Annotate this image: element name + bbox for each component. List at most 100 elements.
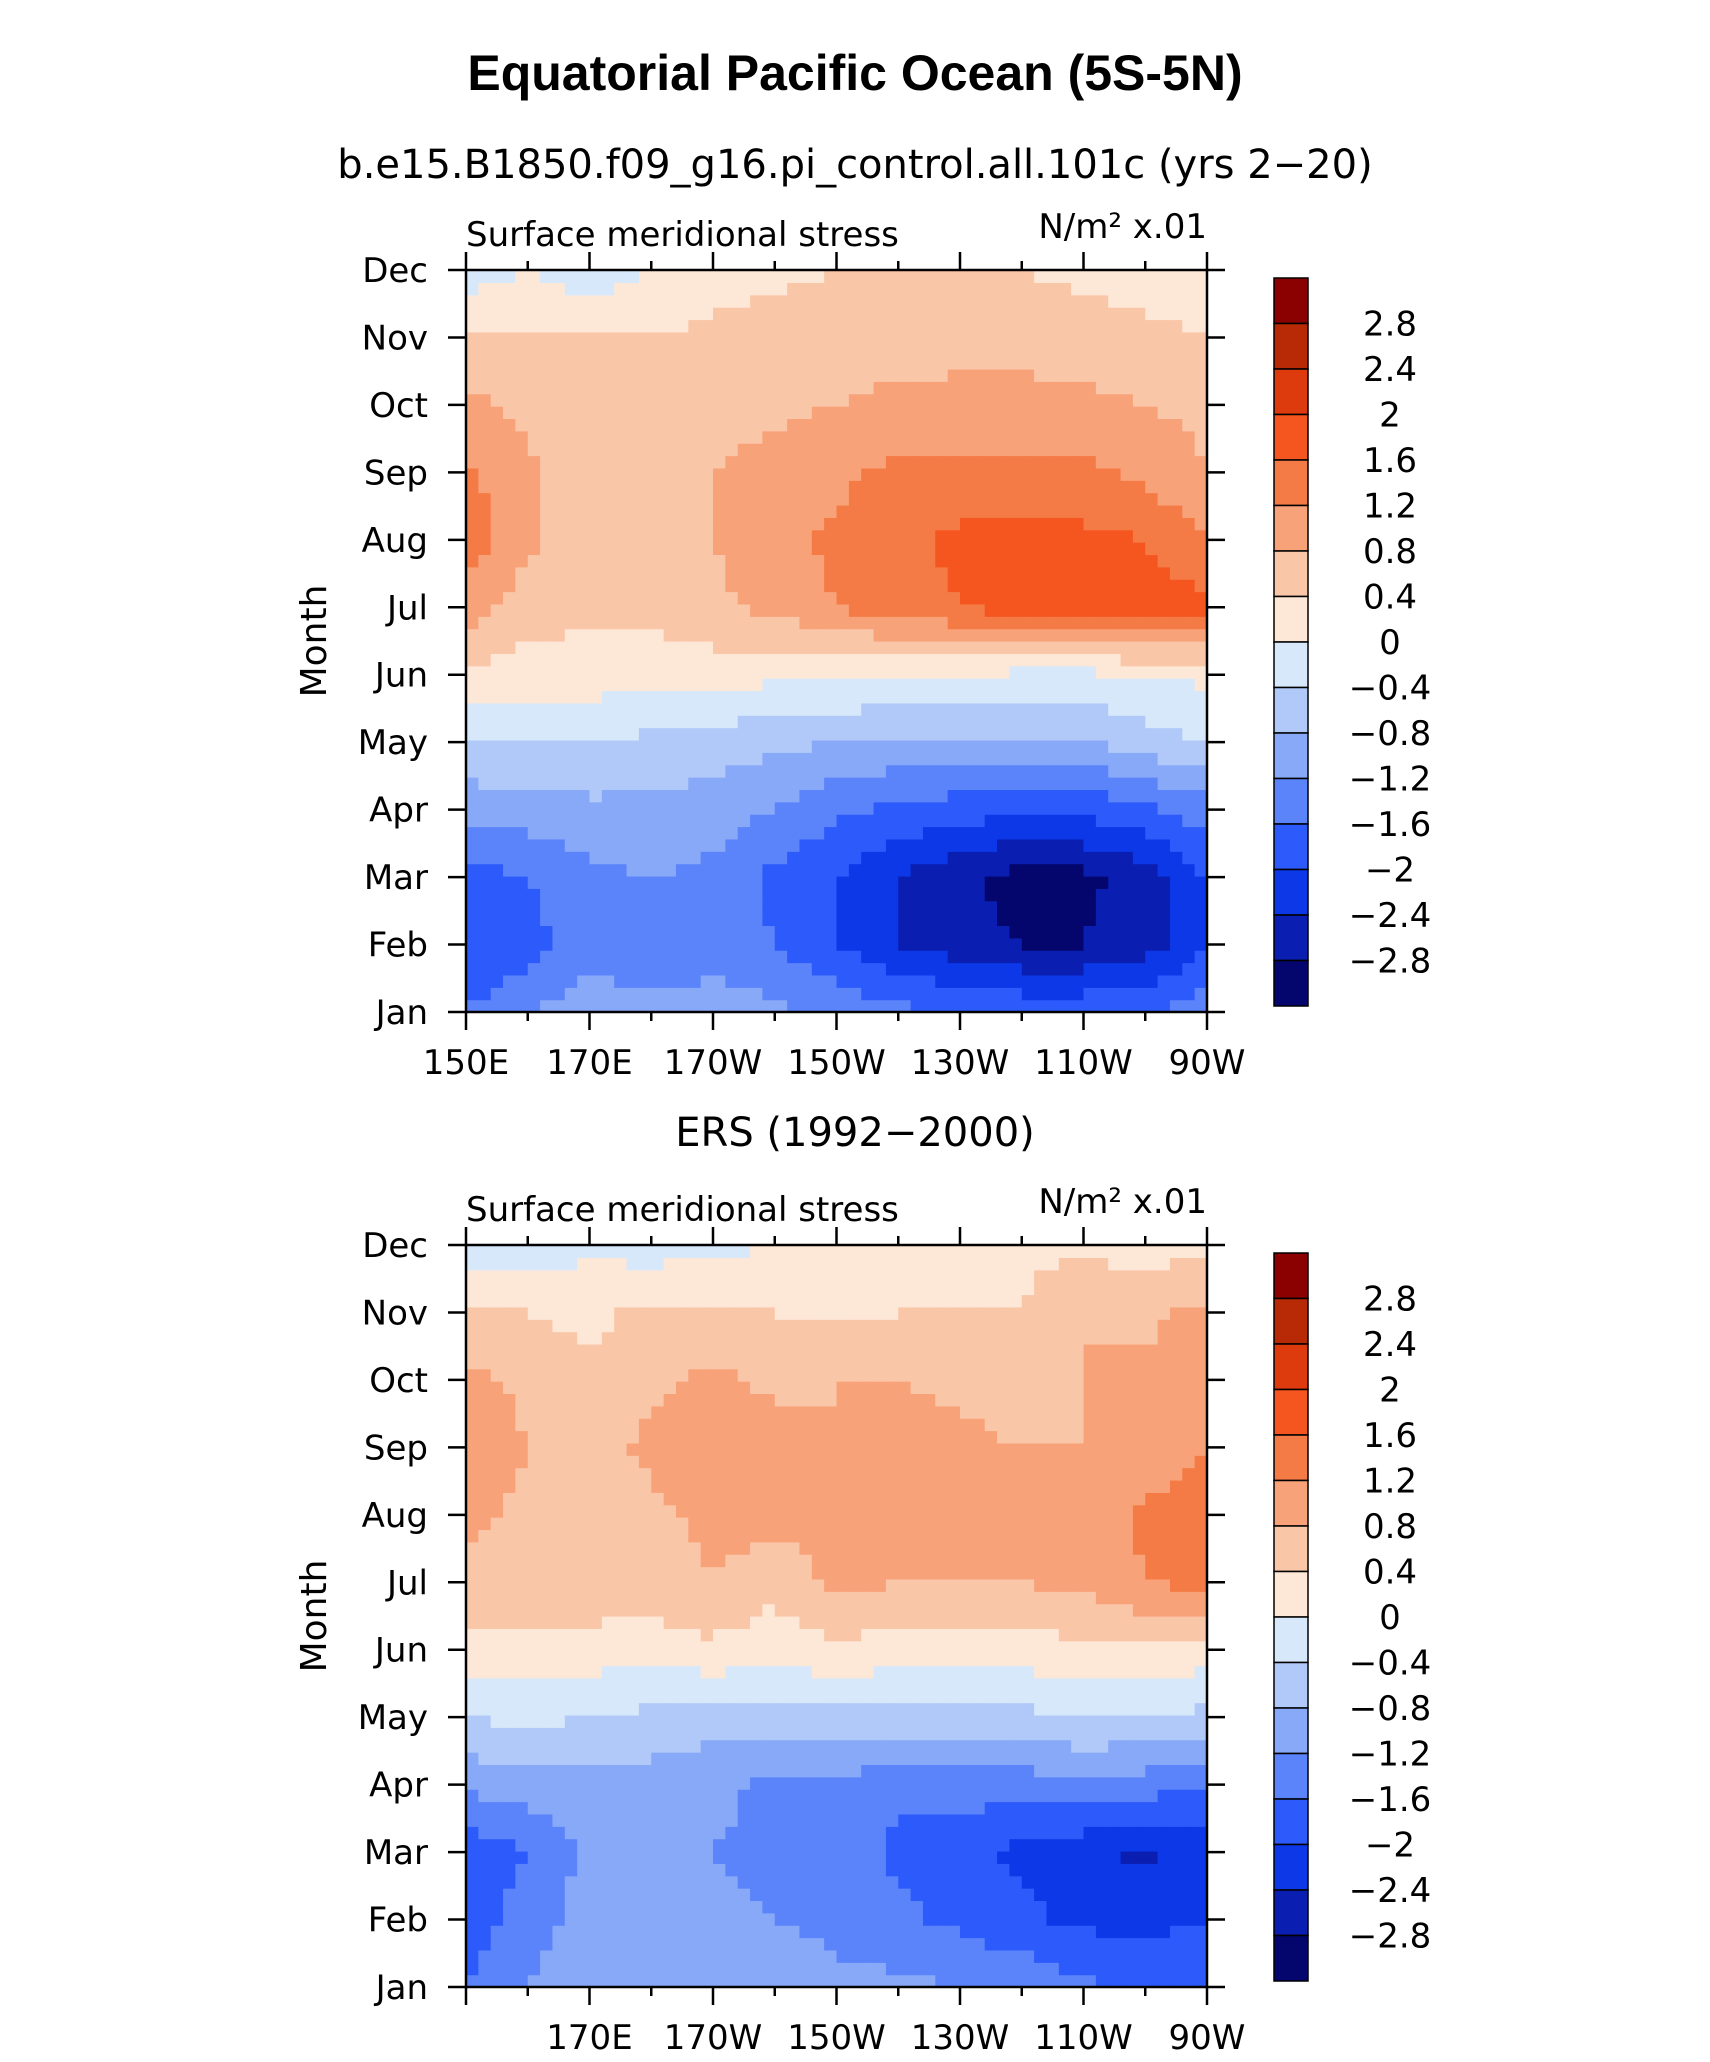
colorbar-label: −1.6 bbox=[1349, 1780, 1432, 1820]
colorbar-label: −1.2 bbox=[1349, 1735, 1432, 1775]
x-tick-label: 110W bbox=[1034, 2018, 1133, 2058]
colorbar-box bbox=[1273, 1570, 1309, 1618]
colorbar-box bbox=[1273, 1661, 1309, 1709]
colorbar-box bbox=[1273, 595, 1309, 643]
colorbar-box bbox=[1273, 504, 1309, 552]
colorbar-label: 0 bbox=[1379, 623, 1401, 663]
y-tick-label: Oct bbox=[369, 386, 428, 426]
contour-field bbox=[466, 1245, 1208, 1988]
y-axis-label: Month bbox=[294, 585, 335, 698]
colorbar-label: 2.8 bbox=[1363, 305, 1417, 345]
colorbar-box bbox=[1273, 550, 1309, 598]
colorbar-box bbox=[1273, 777, 1309, 825]
colorbar-box bbox=[1273, 1434, 1309, 1482]
top-right-label: N/m² x.01 bbox=[1038, 1182, 1207, 1222]
colorbar-box bbox=[1273, 1343, 1309, 1391]
x-tick-label: 150W bbox=[787, 1043, 886, 1083]
colorbar: 2.8 2.4 2 1.6 1.2 0.8 0.4 0 −0.4 −0.8 −1.2 −1.6 −2 −2… bbox=[1273, 1252, 1432, 1982]
colorbar-label: −0.4 bbox=[1349, 669, 1432, 709]
y-tick-label: Jun bbox=[373, 656, 428, 696]
x-tick-label: 170E bbox=[546, 2018, 632, 2058]
colorbar-label: 0 bbox=[1379, 1598, 1401, 1638]
colorbar-label: 1.6 bbox=[1363, 441, 1417, 481]
y-tick-label: Feb bbox=[368, 926, 428, 966]
y-tick-label: Nov bbox=[362, 1293, 428, 1333]
y-tick-label: Apr bbox=[369, 1766, 428, 1806]
colorbar-label: 0.8 bbox=[1363, 1507, 1417, 1547]
colorbar-label: 1.2 bbox=[1363, 1462, 1417, 1502]
top-left-label: Surface meridional stress bbox=[466, 1190, 899, 1230]
colorbar-box bbox=[1273, 322, 1309, 370]
panel-ers: ERS (1992−2000) Surface meridional stress… bbox=[294, 1110, 1431, 2058]
x-tick-label: 90W bbox=[1169, 2018, 1246, 2058]
colorbar-box bbox=[1273, 368, 1309, 416]
figure-title: Equatorial Pacific Ocean (5S-5N) bbox=[467, 45, 1243, 101]
colorbar-box bbox=[1273, 1752, 1309, 1800]
x-tick-label: 90W bbox=[1169, 1043, 1246, 1083]
colorbar-box bbox=[1273, 1843, 1309, 1891]
colorbar-label: −2.4 bbox=[1349, 896, 1432, 936]
y-tick-label: Mar bbox=[364, 858, 428, 898]
y-axis-label: Month bbox=[294, 1560, 335, 1673]
colorbar-box bbox=[1273, 413, 1309, 461]
colorbar-box bbox=[1273, 277, 1309, 325]
y-tick-label: Jan bbox=[374, 993, 428, 1033]
y-tick-label: Sep bbox=[364, 453, 428, 493]
colorbar-box bbox=[1273, 959, 1309, 1007]
colorbar-label: 0.4 bbox=[1363, 578, 1417, 618]
colorbar-label: −2.8 bbox=[1349, 942, 1432, 982]
colorbar-box bbox=[1273, 1388, 1309, 1436]
y-tick-label: Oct bbox=[369, 1361, 428, 1401]
panel-subtitle: b.e15.B1850.f09_g16.pi_control.all.101c … bbox=[337, 142, 1372, 188]
y-tick-label: Dec bbox=[362, 251, 428, 291]
colorbar-box bbox=[1273, 1479, 1309, 1527]
top-right-label: N/m² x.01 bbox=[1038, 207, 1207, 247]
y-tick-label: Jul bbox=[385, 1563, 428, 1603]
colorbar-label: −0.8 bbox=[1349, 1689, 1432, 1729]
y-tick-label: Jun bbox=[373, 1631, 428, 1671]
x-tick-label: 130W bbox=[911, 1043, 1010, 1083]
colorbar-box bbox=[1273, 732, 1309, 780]
colorbar-box bbox=[1273, 1798, 1309, 1846]
x-tick-label: 170W bbox=[664, 2018, 763, 2058]
colorbar-box bbox=[1273, 1889, 1309, 1937]
colorbar: 2.8 2.4 2 1.6 1.2 0.8 0.4 0 −0.4 −0.8 −1.2 −1.6 −2 −2… bbox=[1273, 277, 1432, 1007]
y-tick-label: Aug bbox=[362, 1496, 428, 1536]
colorbar-box bbox=[1273, 868, 1309, 916]
colorbar-label: −2 bbox=[1365, 851, 1415, 891]
y-tick-label: Aug bbox=[362, 521, 428, 561]
colorbar-label: −2.4 bbox=[1349, 1871, 1432, 1911]
x-tick-label: 170W bbox=[664, 1043, 763, 1083]
colorbar-box bbox=[1273, 914, 1309, 962]
panel-model: b.e15.B1850.f09_g16.pi_control.all.101c … bbox=[294, 142, 1431, 1083]
x-tick-label: 150W bbox=[787, 2018, 886, 2058]
colorbar-box bbox=[1273, 823, 1309, 871]
y-tick-label: Apr bbox=[369, 791, 428, 831]
colorbar-box bbox=[1273, 1297, 1309, 1345]
colorbar-box bbox=[1273, 1707, 1309, 1755]
colorbar-label: 2 bbox=[1379, 396, 1401, 436]
colorbar-label: 0.8 bbox=[1363, 532, 1417, 572]
y-tick-label: Nov bbox=[362, 318, 428, 358]
colorbar-label: 2.4 bbox=[1363, 350, 1417, 390]
colorbar-label: −2.8 bbox=[1349, 1917, 1432, 1957]
x-tick-label: 130W bbox=[911, 2018, 1010, 2058]
y-tick-label: Dec bbox=[362, 1226, 428, 1266]
colorbar-label: 1.6 bbox=[1363, 1416, 1417, 1456]
colorbar-box bbox=[1273, 686, 1309, 734]
x-tick-label: 110W bbox=[1034, 1043, 1133, 1083]
colorbar-label: 2 bbox=[1379, 1371, 1401, 1411]
y-tick-label: Feb bbox=[368, 1901, 428, 1941]
y-tick-label: Mar bbox=[364, 1833, 428, 1873]
colorbar-box bbox=[1273, 459, 1309, 507]
y-tick-label: Sep bbox=[364, 1428, 428, 1468]
colorbar-label: −1.6 bbox=[1349, 805, 1432, 845]
colorbar-box bbox=[1273, 641, 1309, 689]
y-tick-label: May bbox=[358, 723, 428, 763]
colorbar-label: −2 bbox=[1365, 1826, 1415, 1866]
colorbar-label: 2.4 bbox=[1363, 1325, 1417, 1365]
colorbar-label: −0.4 bbox=[1349, 1644, 1432, 1684]
y-tick-label: Jul bbox=[385, 588, 428, 628]
x-tick-label: 150E bbox=[423, 1043, 509, 1083]
